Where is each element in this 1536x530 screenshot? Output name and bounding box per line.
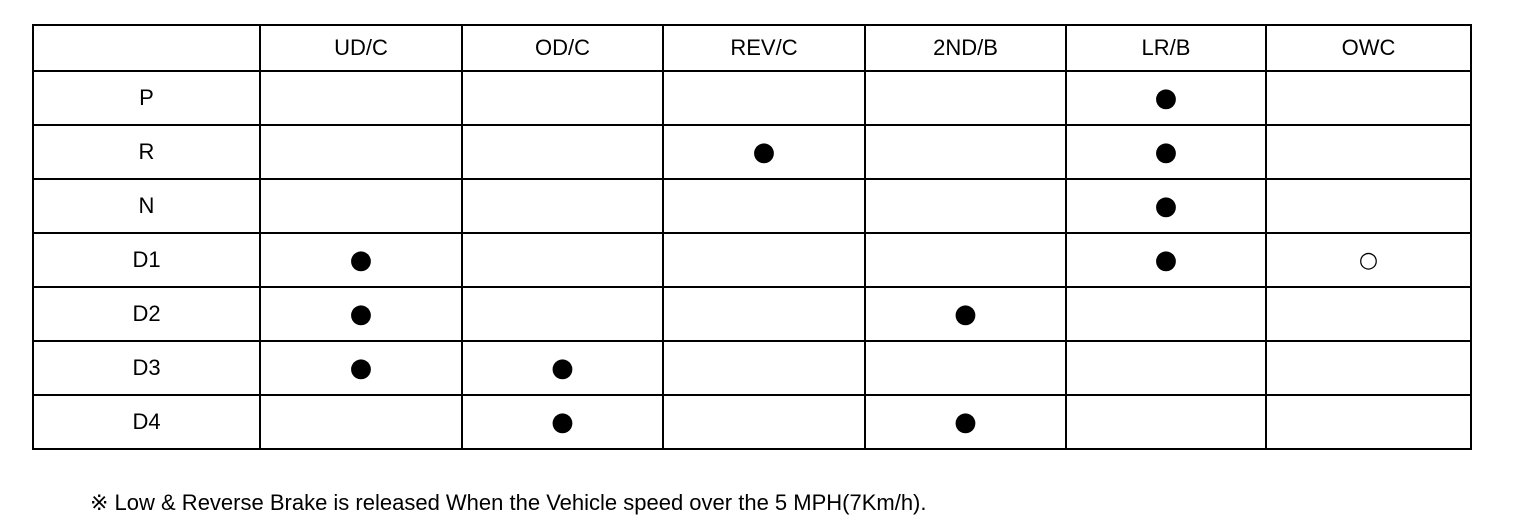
column-header: OD/C bbox=[461, 24, 664, 72]
table-cell bbox=[864, 340, 1067, 396]
row-header: D2 bbox=[32, 286, 261, 342]
footnote: ※ Low & Reverse Brake is released When t… bbox=[90, 490, 927, 515]
shift-table: UD/C OD/C REV/C 2ND/B LR/B OWC P ● R ● ● N ● D1 ● ● ○ D2 ●… bbox=[32, 24, 1472, 450]
table-cell bbox=[1265, 394, 1472, 450]
table-cell bbox=[259, 178, 463, 234]
table-row: P ● bbox=[32, 70, 1472, 126]
engagement-mark: ● bbox=[864, 286, 1067, 342]
row-header: R bbox=[32, 124, 261, 180]
engagement-mark: ○ bbox=[1265, 232, 1472, 288]
column-header: 2ND/B bbox=[864, 24, 1067, 72]
row-header: D3 bbox=[32, 340, 261, 396]
column-header: OWC bbox=[1265, 24, 1472, 72]
table-cell bbox=[1265, 340, 1472, 396]
table-cell bbox=[662, 340, 866, 396]
row-header: D1 bbox=[32, 232, 261, 288]
table-cell bbox=[259, 394, 463, 450]
table-cell bbox=[461, 178, 664, 234]
table-cell bbox=[662, 178, 866, 234]
table-cell bbox=[662, 70, 866, 126]
table-cell bbox=[662, 394, 866, 450]
table-cell bbox=[259, 70, 463, 126]
column-header: LR/B bbox=[1065, 24, 1267, 72]
row-header: N bbox=[32, 178, 261, 234]
engagement-mark: ● bbox=[461, 394, 664, 450]
table-cell bbox=[1065, 394, 1267, 450]
table-cell bbox=[1265, 286, 1472, 342]
table-cell bbox=[461, 232, 664, 288]
table-row: D3 ● ● bbox=[32, 340, 1472, 396]
table-cell bbox=[662, 232, 866, 288]
table-cell bbox=[864, 70, 1067, 126]
table-cell bbox=[259, 124, 463, 180]
corner-cell bbox=[32, 24, 261, 72]
table-cell bbox=[1265, 70, 1472, 126]
table-cell bbox=[1065, 340, 1267, 396]
engagement-mark: ● bbox=[259, 286, 463, 342]
row-header: D4 bbox=[32, 394, 261, 450]
table-cell bbox=[864, 232, 1067, 288]
engagement-mark: ● bbox=[864, 394, 1067, 450]
table-row: D1 ● ● ○ bbox=[32, 232, 1472, 288]
engagement-mark: ● bbox=[1065, 232, 1267, 288]
engagement-mark: ● bbox=[259, 232, 463, 288]
table-row: N ● bbox=[32, 178, 1472, 234]
column-header: UD/C bbox=[259, 24, 463, 72]
engagement-mark: ● bbox=[1065, 124, 1267, 180]
table-cell bbox=[662, 286, 866, 342]
table-cell bbox=[461, 286, 664, 342]
table-row: D2 ● ● bbox=[32, 286, 1472, 342]
engagement-mark: ● bbox=[259, 340, 463, 396]
table-cell bbox=[864, 124, 1067, 180]
column-header: REV/C bbox=[662, 24, 866, 72]
table-cell bbox=[1065, 286, 1267, 342]
row-header: P bbox=[32, 70, 261, 126]
table-cell bbox=[1265, 178, 1472, 234]
table-cell bbox=[461, 124, 664, 180]
table-body: UD/C OD/C REV/C 2ND/B LR/B OWC P ● R ● ● N ● D1 ● ● ○ D2 ●… bbox=[32, 24, 1472, 450]
engagement-mark: ● bbox=[1065, 178, 1267, 234]
engagement-mark: ● bbox=[461, 340, 664, 396]
table-row: D4 ● ● bbox=[32, 394, 1472, 450]
table-row: R ● ● bbox=[32, 124, 1472, 180]
table-cell bbox=[864, 178, 1067, 234]
engagement-mark: ● bbox=[662, 124, 866, 180]
table-cell bbox=[461, 70, 664, 126]
table-cell bbox=[1265, 124, 1472, 180]
engagement-mark: ● bbox=[1065, 70, 1267, 126]
header-row: UD/C OD/C REV/C 2ND/B LR/B OWC bbox=[32, 24, 1472, 72]
